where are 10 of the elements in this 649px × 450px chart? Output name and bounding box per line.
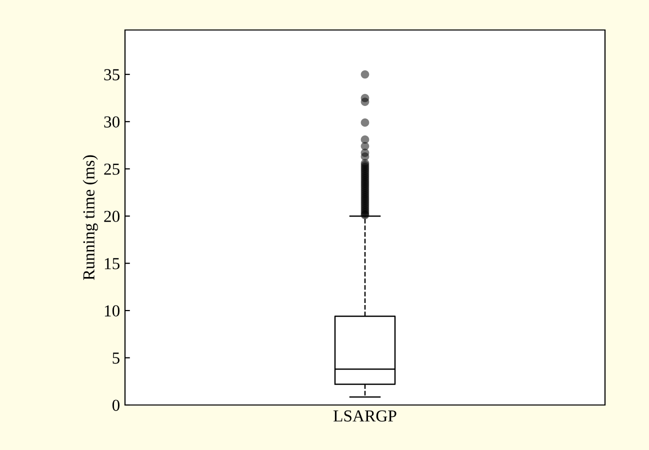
y-tick-label: 5 xyxy=(112,352,120,364)
y-tick-label: 20 xyxy=(104,210,120,222)
y-tick-label: 35 xyxy=(104,69,120,80)
y-axis-title: Running time (ms) xyxy=(82,155,98,280)
y-tick-label: 25 xyxy=(104,164,120,175)
x-tick-label: LSARGP xyxy=(334,410,396,422)
y-tick-label: 30 xyxy=(104,116,120,128)
y-tick-label: 0 xyxy=(112,400,120,411)
y-tick-label: 10 xyxy=(104,305,120,316)
y-tick-label: 15 xyxy=(104,258,120,270)
